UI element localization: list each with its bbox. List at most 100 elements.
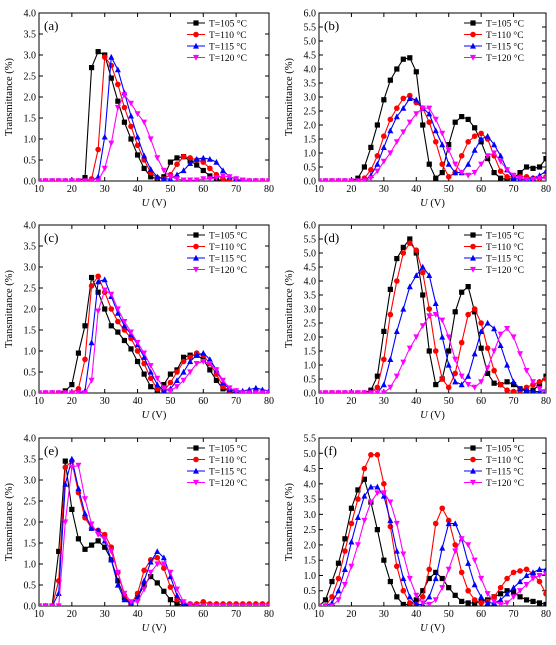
data-point [484,599,491,606]
y-tick-label: 3.5 [24,30,37,41]
series-line [319,266,546,393]
data-point [88,542,95,548]
data-point [108,62,115,69]
data-point [459,289,465,295]
data-point [374,452,381,458]
data-point [200,154,207,161]
data-point [393,113,400,120]
y-tick-label: 3.5 [304,79,317,90]
data-point [82,496,88,503]
data-point [147,166,154,172]
data-point [335,390,342,393]
data-point [114,310,121,316]
data-point [504,590,511,597]
data-point [148,384,154,390]
data-point [322,390,329,393]
data-point [341,566,348,572]
data-point [439,505,446,512]
data-point [536,175,543,181]
data-point [147,558,154,565]
data-point [329,578,335,585]
data-point [335,587,342,594]
data-point [239,177,246,181]
data-point [543,175,546,181]
data-point [465,587,471,594]
data-point [387,286,393,292]
data-point [361,476,367,482]
data-point [115,318,121,325]
data-point [387,384,394,391]
data-point [510,378,517,385]
data-point [252,178,259,181]
legend-label: T=120 °C [486,265,524,276]
data-point [543,389,546,393]
x-tick-label: 10 [314,609,324,620]
y-tick-label: 3.0 [24,263,37,274]
legend-label: T=105 °C [209,443,247,454]
data-point [200,349,207,356]
x-tick-label: 20 [67,609,77,620]
data-point [387,578,393,585]
y-tick-label: 4.0 [304,479,317,490]
data-point [226,174,233,180]
legend-label: T=115 °C [486,41,524,52]
data-point [233,388,240,393]
data-point [400,359,407,366]
data-point [432,597,439,604]
y-tick-label: 5.0 [304,37,317,48]
x-tick-label: 20 [67,396,77,407]
data-point [102,306,108,312]
data-point [465,373,472,379]
data-point [42,603,49,606]
y-tick-label: 1.0 [24,347,37,358]
data-point [419,269,426,276]
y-tick-label: 3.5 [24,242,37,253]
data-point [523,177,530,181]
data-point [101,276,108,283]
chart-panel: 10 20 30 40 50 60 70 80 0.0 0.5 1.0 1.5 2.0 2.5 3.0 3.5… [284,9,551,210]
legend-marker [193,54,199,61]
data-point [478,600,484,606]
data-point [510,172,517,179]
data-point [82,356,88,363]
panel-label: (b) [324,18,339,33]
data-point [426,566,433,573]
legend-label: T=105 °C [486,230,524,241]
data-point [233,176,240,181]
data-point [167,597,174,603]
data-point [491,367,497,374]
data-point [439,376,446,382]
data-point [187,177,194,181]
x-tick-label: 20 [346,396,356,407]
data-point [95,308,102,315]
data-point [82,546,88,552]
data-point [484,591,491,597]
x-axis-title: U (V) [142,410,167,421]
data-point [101,54,108,60]
data-point [432,139,439,145]
data-point [361,517,368,524]
data-point [200,176,207,181]
x-axis-title: U (V) [420,623,445,634]
data-point [433,569,439,575]
data-point [114,581,121,588]
data-point [180,358,187,365]
y-tick-label: 5.5 [304,23,317,34]
data-point [361,492,368,499]
data-point [420,122,426,128]
data-point [259,603,266,606]
data-point [484,319,491,326]
data-point [141,371,147,377]
series-group [319,55,546,181]
chart-panel: 10 20 30 40 50 60 70 80 0.0 0.5 1.0 1.5 2.0 2.5 3.0 3.5… [4,221,274,422]
x-tick-label: 70 [231,609,241,620]
y-tick-label: 1.5 [24,326,37,337]
data-point [141,360,147,367]
x-tick-label: 40 [411,396,421,407]
data-point [128,136,134,142]
data-point [459,598,465,605]
data-point [510,594,517,601]
data-point [187,354,193,361]
data-point [491,380,497,386]
data-point [39,390,42,393]
